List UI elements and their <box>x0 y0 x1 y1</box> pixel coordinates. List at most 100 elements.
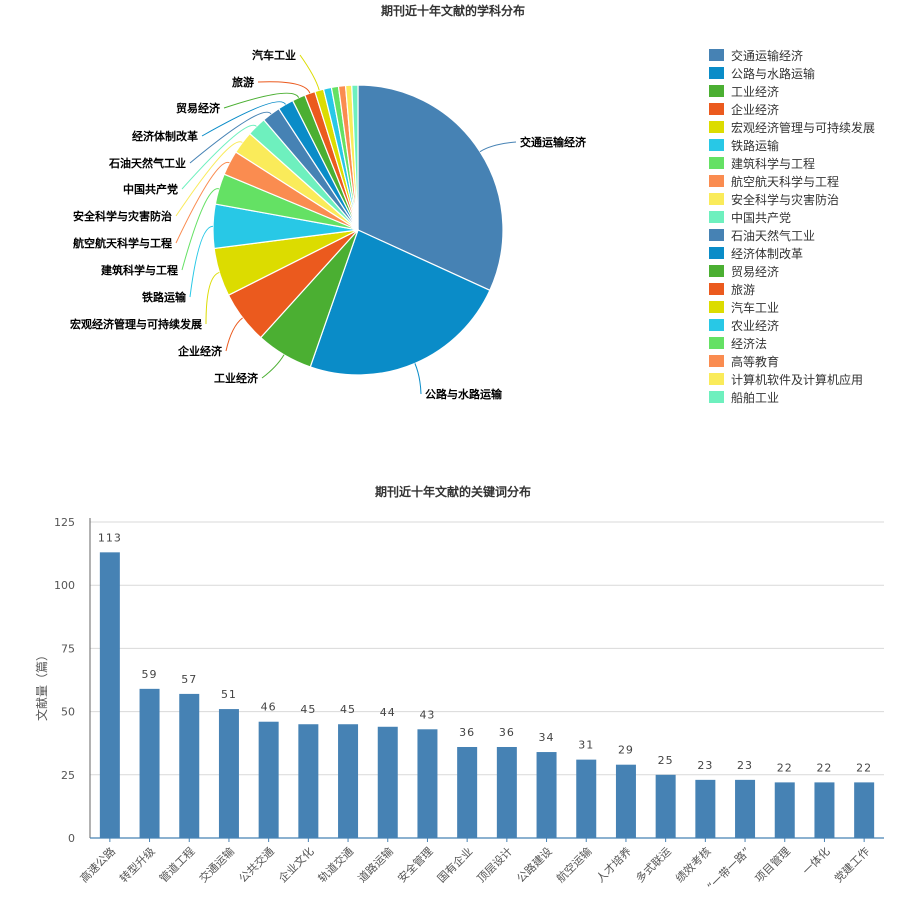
legend-swatch <box>709 301 724 313</box>
pie-slice-label: 建筑科学与工程 <box>101 263 178 277</box>
legend-item-label: 中国共产党 <box>731 210 791 225</box>
legend-swatch <box>709 193 724 205</box>
legend-swatch <box>709 85 724 97</box>
bar-chart: 期刊近十年文献的关键词分布 文献量（篇） 0 25 50 75 100 125 113 59… <box>34 484 884 893</box>
pie-leader-line <box>189 111 272 164</box>
pie-leader-line <box>181 124 257 190</box>
bars <box>99 552 875 838</box>
bar-value-label: 46 <box>261 701 277 714</box>
bar-value-label: 59 <box>142 668 158 681</box>
bar-value-label: 36 <box>499 726 515 739</box>
pie-leader-line <box>414 363 422 395</box>
bar-value-label: 43 <box>419 708 435 721</box>
pie-leader-line <box>223 92 300 109</box>
x-tick-label: 顶层设计 <box>475 845 515 885</box>
pie-leader-line <box>261 354 285 379</box>
x-tick-label: 高速公路 <box>77 844 118 885</box>
x-tick-label: 航空运输 <box>553 844 594 885</box>
pie-slice-label: 旅游 <box>232 75 254 89</box>
bar <box>814 782 835 838</box>
y-tick-label: 125 <box>54 516 75 529</box>
bar <box>99 552 120 838</box>
pie-legend: 交通运输经济公路与水路运输工业经济企业经济宏观经济管理与可持续发展铁路运输建筑科… <box>709 48 875 405</box>
x-tick-label: 交通运输 <box>196 844 237 885</box>
bar <box>854 782 875 838</box>
legend-item-label: 航空航天科学与工程 <box>731 174 839 189</box>
bar-value-label: 51 <box>221 688 237 701</box>
bar-value-label: 36 <box>459 726 475 739</box>
x-tick-labels: 高速公路 转型升级 管道工程 交通运输 公共交通 企业文化 轨道交通 道路运输 安全管理 国有企业… <box>77 844 872 893</box>
y-gridlines <box>90 521 884 776</box>
legend-item-label: 经济法 <box>731 336 767 351</box>
bar-value-label: 45 <box>300 703 316 716</box>
bar <box>655 774 676 838</box>
legend-swatch <box>709 211 724 223</box>
pie-slice-label: 铁路运输 <box>142 290 187 304</box>
legend-item-label: 安全科学与灾害防治 <box>731 192 839 207</box>
pie-slices <box>212 84 504 376</box>
pie-leader-line <box>205 271 220 325</box>
bar <box>695 779 716 838</box>
x-tick-label: “一带一路” <box>705 845 753 893</box>
x-axis <box>89 518 884 842</box>
pie-leader-line <box>257 81 311 94</box>
pie-slice <box>351 84 359 231</box>
bar <box>258 721 279 838</box>
legend-item-label: 工业经济 <box>731 84 779 99</box>
bar <box>218 709 239 838</box>
legend-swatch <box>709 247 724 259</box>
bar-value-label: 57 <box>181 673 197 686</box>
bar-value-labels: 113 59 57 51 46 45 45 44 43 36 36 34 31 29 25 23 23 22 22 2… <box>98 531 871 774</box>
bar <box>377 726 398 838</box>
bar-value-label: 22 <box>816 761 832 774</box>
bar-value-label: 22 <box>777 761 793 774</box>
legend-item-label: 公路与水路运输 <box>731 66 815 81</box>
x-tick-label: 安全管理 <box>395 844 436 885</box>
x-tick-label: 党建工作 <box>831 844 872 885</box>
pie-slice-label: 经济体制改革 <box>132 129 198 143</box>
bar <box>615 764 636 838</box>
pie-slice-label: 宏观经济管理与可持续发展 <box>70 317 203 331</box>
legend-swatch <box>709 103 724 115</box>
legend-swatch <box>709 157 724 169</box>
legend-swatch <box>709 265 724 277</box>
legend-swatch <box>709 319 724 331</box>
x-tick-label: 项目管理 <box>752 844 793 885</box>
pie-chart-title: 期刊近十年文献的学科分布 <box>381 3 525 18</box>
pie-slice-label: 交通运输经济 <box>520 135 587 149</box>
x-tick-label: 一体化 <box>799 844 832 877</box>
bar <box>457 746 478 838</box>
x-tick-label: 国有企业 <box>434 844 475 885</box>
bar <box>417 729 438 838</box>
bar-value-label: 23 <box>697 759 713 772</box>
pie-leader-line <box>225 317 243 352</box>
legend-swatch <box>709 229 724 241</box>
legend-swatch <box>709 175 724 187</box>
legend-item-label: 企业经济 <box>731 102 779 117</box>
bar <box>298 724 319 838</box>
pie-leader-line <box>181 188 220 271</box>
legend-item-label: 农业经济 <box>731 318 779 333</box>
legend-item-label: 汽车工业 <box>731 300 779 315</box>
legend-item-label: 船舶工业 <box>731 390 779 405</box>
bar <box>179 693 200 838</box>
y-axis-label: 文献量（篇） <box>34 649 49 721</box>
bar <box>536 752 557 838</box>
legend-item-label: 建筑科学与工程 <box>731 156 815 171</box>
y-tick-labels: 0 25 50 75 100 125 <box>54 516 75 845</box>
y-tick-label: 50 <box>61 706 75 719</box>
legend-swatch <box>709 355 724 367</box>
legend-swatch <box>709 49 724 61</box>
y-tick-label: 0 <box>68 832 75 845</box>
x-tick-label: 转型升级 <box>117 844 158 885</box>
legend-swatch <box>709 391 724 403</box>
y-tick-label: 100 <box>54 579 75 592</box>
legend-item-label: 高等教育 <box>731 354 779 369</box>
bar-value-label: 29 <box>618 744 634 757</box>
bar <box>735 779 756 838</box>
pie-chart: 期刊近十年文献的学科分布 交通运输经济 公路与水路运输工业经济企业经济宏观经济管理… <box>70 3 875 405</box>
bar <box>774 782 795 838</box>
legend-swatch <box>709 283 724 295</box>
pie-leader-line <box>175 161 230 244</box>
